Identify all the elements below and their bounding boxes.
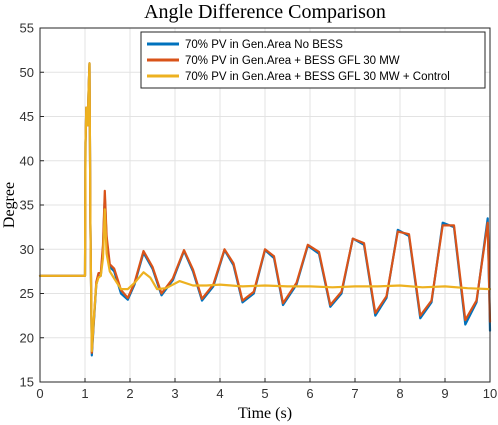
x-tick-label: 10 <box>483 386 497 401</box>
chart-title: Angle Difference Comparison <box>144 1 386 23</box>
y-tick-label: 20 <box>20 330 34 345</box>
series-layer <box>38 62 492 357</box>
legend: 70% PV in Gen.Area No BESS 70% PV in Gen.… <box>140 31 486 89</box>
x-tick-label: 7 <box>351 386 358 401</box>
y-tick-label: 35 <box>20 198 34 213</box>
y-tick-label: 15 <box>20 375 34 390</box>
x-tick-label: 9 <box>441 386 448 401</box>
x-tick-label: 0 <box>36 386 43 401</box>
legend-box <box>140 31 486 89</box>
y-tick-label: 50 <box>20 65 34 80</box>
x-tick-label: 6 <box>306 386 313 401</box>
y-tick-label: 25 <box>20 286 34 301</box>
y-tick-label: 40 <box>20 153 34 168</box>
y-axis-label: Degree <box>1 182 18 228</box>
x-tick-label: 4 <box>216 386 223 401</box>
x-tick-label: 5 <box>261 386 268 401</box>
x-tick-label: 3 <box>171 386 178 401</box>
legend-label: 70% PV in Gen.Area + BESS GFL 30 MW + Co… <box>185 71 450 83</box>
legend-label: 70% PV in Gen.Area + BESS GFL 30 MW <box>185 55 400 67</box>
x-axis-label: Time (s) <box>238 405 292 422</box>
y-tick-label: 30 <box>20 242 34 257</box>
y-tick-label: 45 <box>20 109 34 124</box>
series-line-3 <box>38 62 492 353</box>
x-tick-label: 8 <box>396 386 403 401</box>
x-tick-label: 1 <box>81 386 88 401</box>
y-tick-label: 55 <box>20 21 34 36</box>
legend-label: 70% PV in Gen.Area No BESS <box>185 39 343 51</box>
x-tick-label: 2 <box>126 386 133 401</box>
